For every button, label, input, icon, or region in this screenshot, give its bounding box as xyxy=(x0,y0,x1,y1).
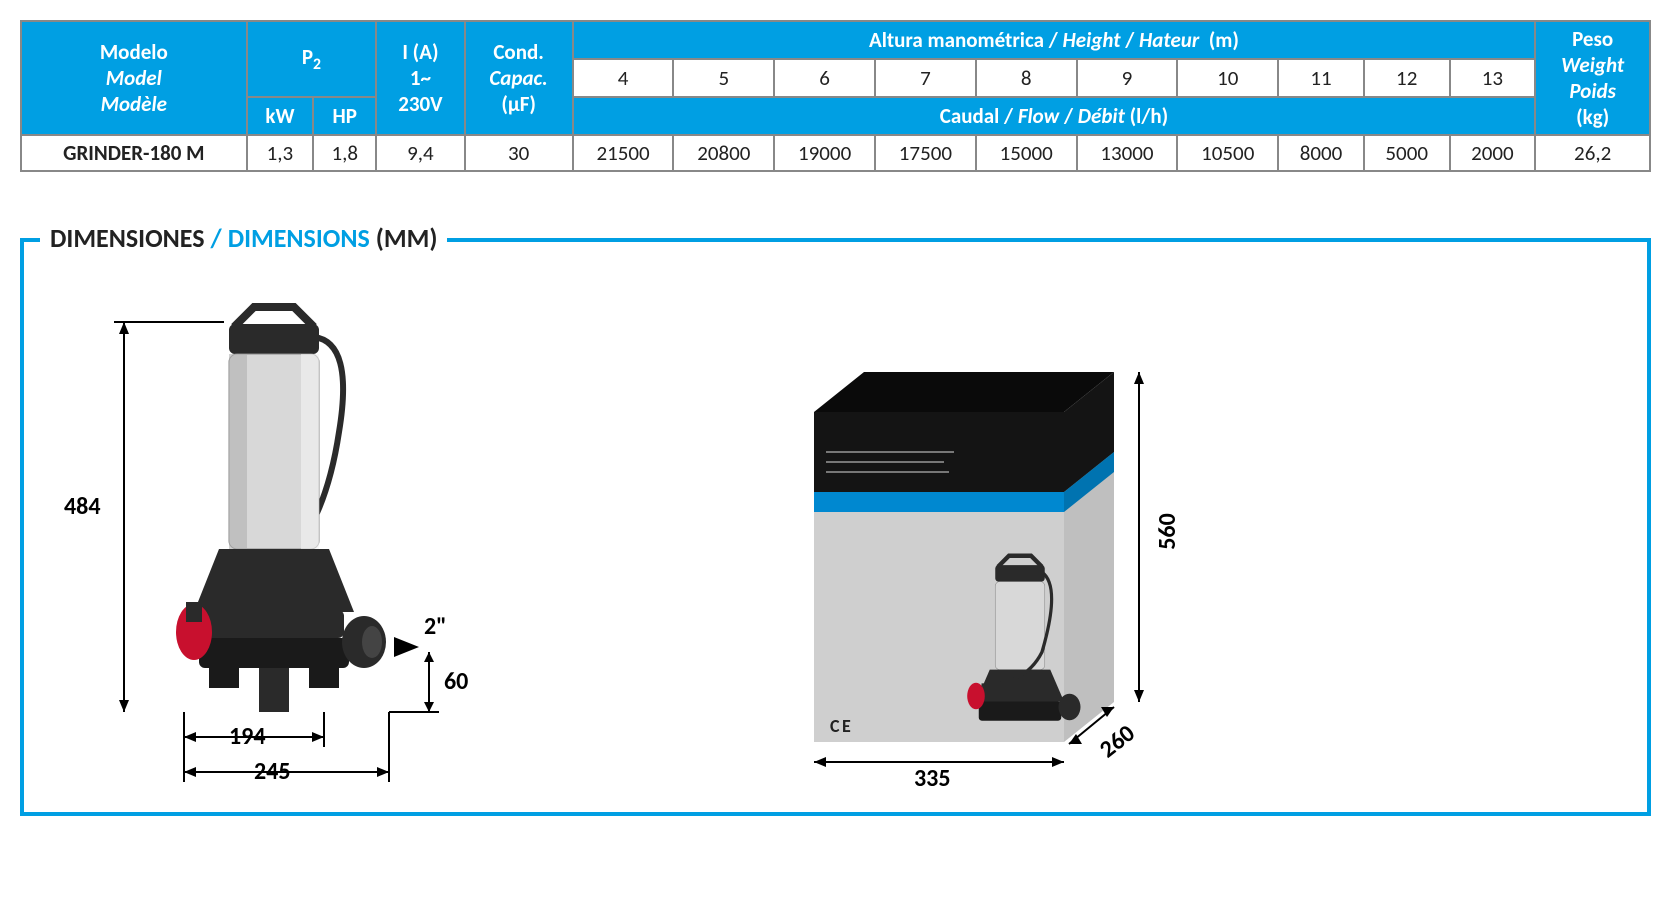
cell-flow: 20800 xyxy=(673,135,774,171)
cell-weight: 26,2 xyxy=(1535,135,1650,171)
spec-table: Modelo Model Modèle P2 I (A) 1~ 230V Con… xyxy=(20,20,1651,172)
dimensions-frame: 484 2" 60 194 245 xyxy=(20,238,1651,816)
height-col: 11 xyxy=(1278,59,1364,97)
cell-flow: 21500 xyxy=(573,135,674,171)
header-kw: kW xyxy=(247,97,314,135)
height-col: 10 xyxy=(1177,59,1278,97)
height-col: 4 xyxy=(573,59,674,97)
cell-flow: 2000 xyxy=(1450,135,1536,171)
cell-cond: 30 xyxy=(465,135,573,171)
heading-unit: (MM) xyxy=(376,222,438,254)
cell-kw: 1,3 xyxy=(247,135,314,171)
header-height: Altura manométrica / Height / Hateur (m) xyxy=(573,21,1536,59)
dim-width-outer: 245 xyxy=(254,757,291,786)
cell-hp: 1,8 xyxy=(313,135,376,171)
height-col: 13 xyxy=(1450,59,1536,97)
box-svg: C E xyxy=(754,332,1254,782)
height-col: 8 xyxy=(976,59,1077,97)
cell-model: GRINDER-180 M xyxy=(21,135,247,171)
dim-outlet-h: 60 xyxy=(444,667,468,696)
height-col: 5 xyxy=(673,59,774,97)
cell-flow: 8000 xyxy=(1278,135,1364,171)
cell-flow: 10500 xyxy=(1177,135,1278,171)
header-cond: Cond. Capac. (μF) xyxy=(465,21,573,135)
dim-height: 484 xyxy=(64,492,101,521)
height-col: 6 xyxy=(774,59,875,97)
header-weight: Peso Weight Poids (kg) xyxy=(1535,21,1650,135)
heading-sep: / xyxy=(211,222,222,254)
heading-en: DIMENSIONS xyxy=(228,222,370,254)
svg-text:E: E xyxy=(842,715,851,737)
height-col: 12 xyxy=(1364,59,1450,97)
header-p2: P2 xyxy=(247,21,377,97)
cell-flow: 19000 xyxy=(774,135,875,171)
cell-flow: 13000 xyxy=(1077,135,1178,171)
svg-text:C: C xyxy=(830,715,840,737)
height-col: 7 xyxy=(875,59,976,97)
cell-flow: 5000 xyxy=(1364,135,1450,171)
cell-flow: 17500 xyxy=(875,135,976,171)
heading-es: DIMENSIONES xyxy=(50,222,205,254)
cell-flow: 15000 xyxy=(976,135,1077,171)
dim-width-inner: 194 xyxy=(229,722,266,751)
box-diagram: C E 560 335 260 xyxy=(754,332,1254,782)
box-dim-height: 560 xyxy=(1153,513,1182,550)
header-current: I (A) 1~ 230V xyxy=(376,21,464,135)
dim-outlet: 2" xyxy=(424,612,447,641)
pump-diagram: 484 2" 60 194 245 xyxy=(54,282,554,782)
box-dim-width: 335 xyxy=(914,764,951,793)
cell-current: 9,4 xyxy=(376,135,464,171)
height-col: 9 xyxy=(1077,59,1178,97)
pump-svg xyxy=(54,282,554,782)
header-flow: Caudal / Flow / Débit (l/h) xyxy=(573,97,1536,135)
header-model: Modelo Model Modèle xyxy=(21,21,247,135)
table-row: GRINDER-180 M 1,3 1,8 9,4 30 21500 20800… xyxy=(21,135,1650,171)
header-hp: HP xyxy=(313,97,376,135)
